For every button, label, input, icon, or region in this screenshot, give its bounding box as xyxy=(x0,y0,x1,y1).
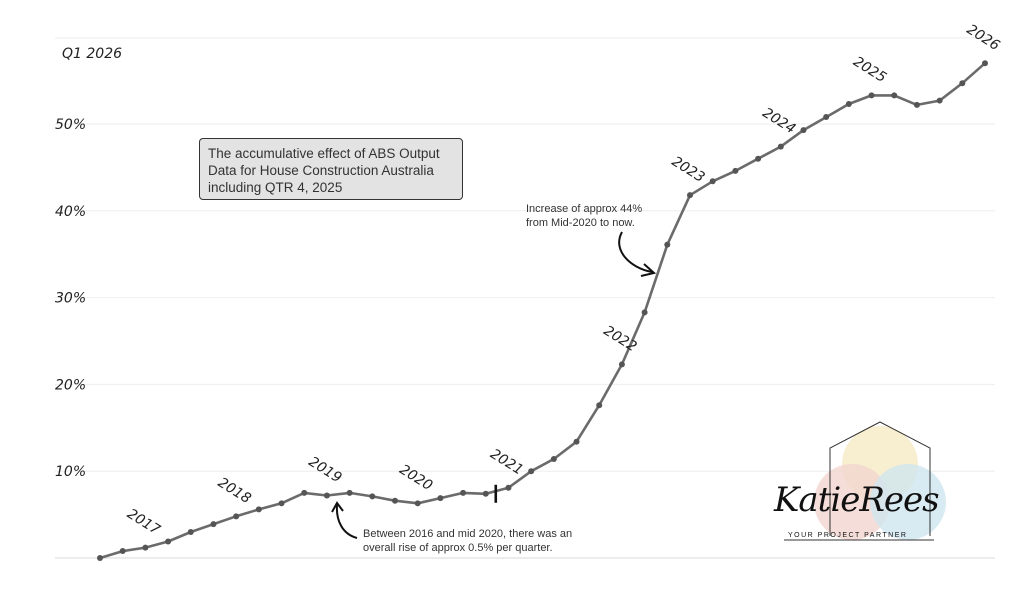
curved-arrow-icon xyxy=(335,504,358,539)
gridlines xyxy=(55,37,995,559)
arrow-head-icon xyxy=(331,501,344,513)
year-label: 2019 xyxy=(306,454,345,486)
data-point xyxy=(165,538,172,545)
data-point xyxy=(346,489,353,496)
data-point xyxy=(732,167,739,174)
house-outline-icon xyxy=(829,421,931,536)
y-tick-label: 50% xyxy=(55,117,86,133)
data-point xyxy=(755,155,762,162)
data-point xyxy=(687,192,693,199)
data-point xyxy=(800,127,807,134)
data-point xyxy=(913,101,920,108)
data-point xyxy=(278,500,285,507)
data-point xyxy=(641,309,648,316)
y-tick-label: 20% xyxy=(55,377,86,393)
info-box: The accumulative effect of ABS Output Da… xyxy=(199,138,463,200)
logo-circle-pink xyxy=(814,464,890,540)
year-label: 2025 xyxy=(850,54,889,86)
data-point xyxy=(959,80,966,87)
year-label: 2026 xyxy=(964,22,1003,54)
year-label: 2023 xyxy=(669,154,708,186)
logo-circle-blue xyxy=(870,464,946,540)
logo: KatieRees YOUR PROJECT PARTNER xyxy=(768,418,960,558)
data-point xyxy=(255,506,262,513)
logo-mark xyxy=(784,421,946,541)
y-tick-label: 10% xyxy=(55,464,86,480)
data-point xyxy=(119,548,126,555)
data-point xyxy=(709,178,716,185)
increase-annotation-line-1: Increase of approx 44% xyxy=(526,203,642,215)
between-annotation: Between 2016 and mid 2020, there was an … xyxy=(331,501,572,554)
data-point xyxy=(142,544,149,551)
data-point xyxy=(323,492,330,499)
data-point xyxy=(369,493,376,500)
data-point xyxy=(392,497,398,504)
y-axis-ticks: 10% 20% 30% 40% 50% xyxy=(55,117,86,480)
y-tick-label: 30% xyxy=(55,291,86,307)
data-point xyxy=(845,101,852,108)
y-tick-label: 40% xyxy=(55,204,86,220)
data-point xyxy=(414,500,421,507)
data-point xyxy=(573,438,580,445)
data-point xyxy=(482,490,489,497)
data-point xyxy=(97,555,103,561)
data-point xyxy=(891,92,898,99)
arrow-head-icon xyxy=(640,263,657,277)
increase-annotation-line-2: from Mid-2020 to now. xyxy=(526,217,635,229)
logo-tagline: YOUR PROJECT PARTNER xyxy=(788,532,908,539)
year-label: 2018 xyxy=(215,475,254,507)
data-point xyxy=(460,489,467,496)
top-label: Q1 2026 xyxy=(62,46,122,62)
data-point xyxy=(528,468,535,475)
data-point xyxy=(596,402,603,409)
data-point xyxy=(936,97,943,104)
data-point xyxy=(982,60,988,67)
logo-name: KatieRees xyxy=(774,480,940,520)
curved-arrow-icon xyxy=(618,231,653,273)
data-point xyxy=(823,114,830,121)
data-points xyxy=(97,60,988,561)
data-point xyxy=(618,361,625,368)
year-label: 2021 xyxy=(487,446,526,478)
data-point xyxy=(210,521,217,528)
data-point xyxy=(550,456,557,463)
data-point xyxy=(664,241,671,248)
data-point xyxy=(777,143,784,150)
year-label: 2017 xyxy=(124,506,163,538)
data-point xyxy=(505,484,512,491)
between-annotation-line-2: overall rise of approx 0.5% per quarter. xyxy=(363,542,553,554)
year-label: 2020 xyxy=(396,462,435,494)
year-label: 2024 xyxy=(760,105,799,137)
series-line xyxy=(99,62,986,560)
between-annotation-line-1: Between 2016 and mid 2020, there was an xyxy=(363,528,572,540)
year-label: 2022 xyxy=(601,323,640,355)
data-point xyxy=(868,92,875,99)
data-point xyxy=(301,489,308,496)
data-point xyxy=(187,528,194,535)
data-point xyxy=(437,495,444,502)
data-point xyxy=(233,513,240,520)
increase-annotation: Increase of approx 44% from Mid-2020 to … xyxy=(526,203,657,277)
